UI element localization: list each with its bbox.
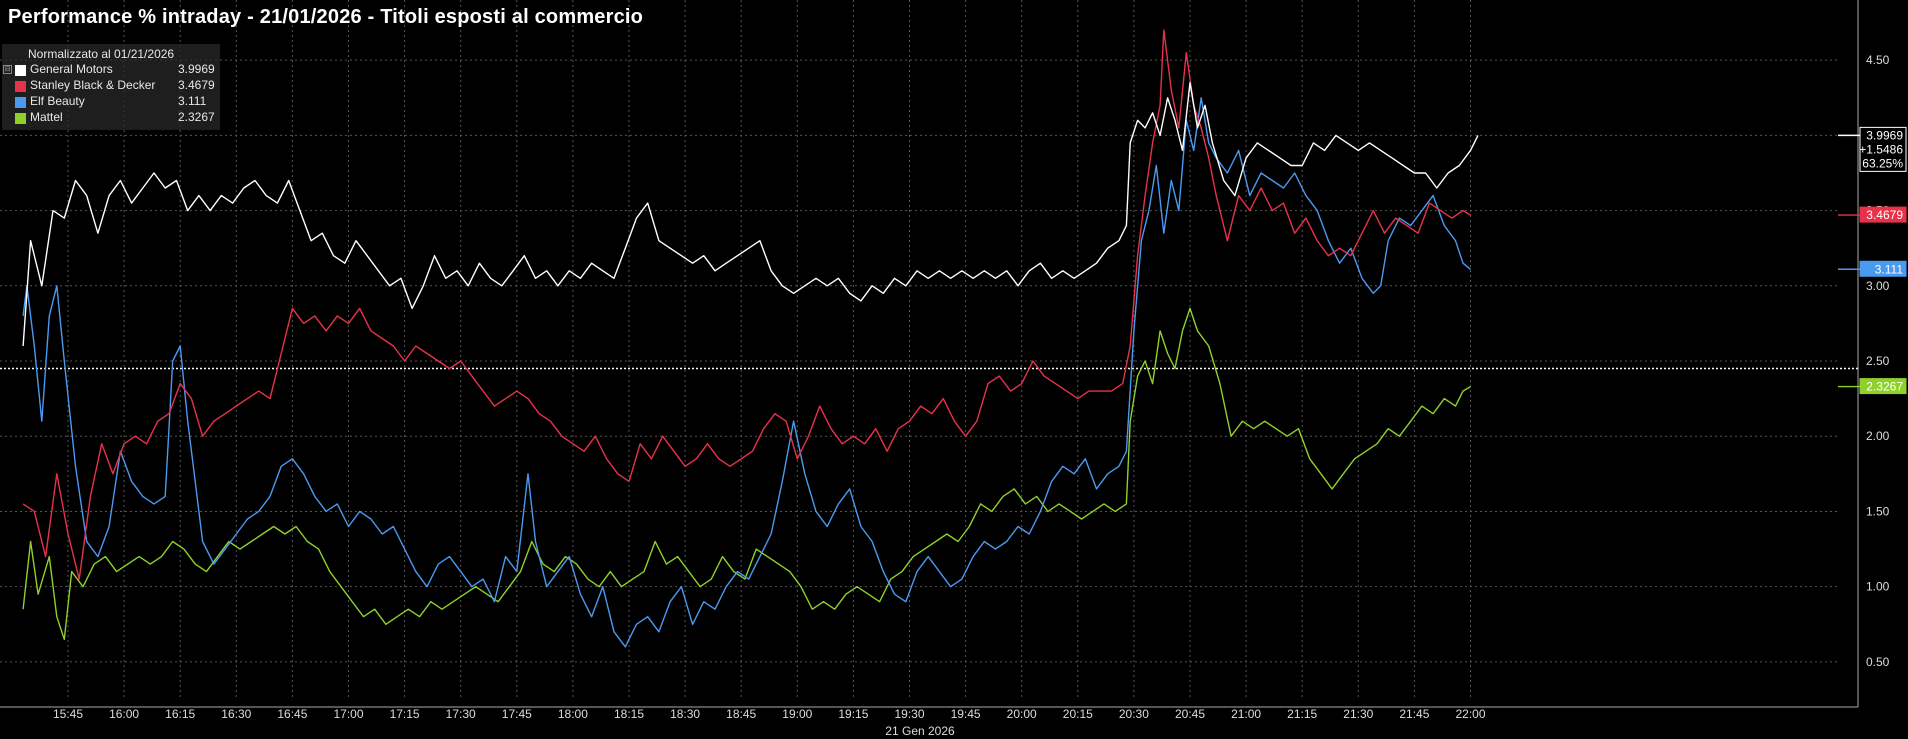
x-tick-label: 16:45 xyxy=(277,707,307,721)
legend-swatch xyxy=(15,65,26,76)
x-tick-label: 18:00 xyxy=(558,707,588,721)
series-line-general-motors xyxy=(22,82,1479,347)
y-tick-label: 2.00 xyxy=(1866,429,1890,443)
x-tick-label: 16:15 xyxy=(165,707,195,721)
legend-swatch xyxy=(15,81,26,92)
x-tick-label: 21:30 xyxy=(1343,707,1373,721)
end-label-text: +1.5486 xyxy=(1859,142,1903,156)
legend-item-value: 2.3267 xyxy=(178,110,215,124)
legend-swatch xyxy=(15,113,26,124)
legend-swatch xyxy=(15,97,26,108)
y-tick-label: 3.00 xyxy=(1866,279,1890,293)
legend-item-mattel[interactable]: Mattel 2.3267 xyxy=(2,110,220,126)
x-tick-label: 20:00 xyxy=(1007,707,1037,721)
x-tick-label: 22:00 xyxy=(1455,707,1485,721)
legend-item-name: Mattel xyxy=(30,110,63,124)
legend-item-value: 3.9969 xyxy=(178,62,215,76)
y-tick-label: 0.50 xyxy=(1866,655,1890,669)
end-label-box xyxy=(1859,206,1907,223)
y-tick-label: 1.00 xyxy=(1866,580,1890,594)
x-tick-label: 19:45 xyxy=(951,707,981,721)
end-label-text: 2.3267 xyxy=(1866,380,1903,394)
y-tick-label: 1.50 xyxy=(1866,504,1890,518)
x-tick-label: 20:45 xyxy=(1175,707,1205,721)
legend-item-name: Elf Beauty xyxy=(30,94,85,108)
legend-item-elf-beauty[interactable]: Elf Beauty 3.111 xyxy=(2,94,220,110)
end-label-text: 63.25% xyxy=(1862,156,1903,170)
x-tick-label: 15:45 xyxy=(53,707,83,721)
end-label-box xyxy=(1859,260,1907,277)
end-label-box xyxy=(1859,378,1907,395)
x-tick-label: 19:30 xyxy=(894,707,924,721)
x-axis-title: 21 Gen 2026 xyxy=(885,724,955,738)
x-tick-label: 18:45 xyxy=(726,707,756,721)
legend-toggle-icon[interactable]: ⊟ xyxy=(3,65,12,74)
x-tick-label: 19:15 xyxy=(838,707,868,721)
legend-item-general-motors[interactable]: General Motors 3.9969 xyxy=(2,62,220,78)
x-tick-label: 21:45 xyxy=(1399,707,1429,721)
x-tick-label: 17:15 xyxy=(390,707,420,721)
legend: ⊟ Normalizzato al 01/21/2026 General Mot… xyxy=(2,44,220,130)
legend-item-stanley-black-decker[interactable]: Stanley Black & Decker 3.4679 xyxy=(2,78,220,94)
end-label-text: 3.9969 xyxy=(1866,128,1903,142)
legend-item-name: General Motors xyxy=(30,62,113,76)
end-label-text: 3.111 xyxy=(1875,262,1904,276)
x-tick-label: 21:00 xyxy=(1231,707,1261,721)
x-tick-label: 16:00 xyxy=(109,707,139,721)
x-tick-label: 18:15 xyxy=(614,707,644,721)
legend-item-value: 3.4679 xyxy=(178,78,215,92)
y-tick-label: 4.50 xyxy=(1866,53,1890,67)
series-line-stanley-black-decker xyxy=(22,29,1471,580)
series-line-mattel xyxy=(22,307,1471,640)
legend-normalized-label: Normalizzato al 01/21/2026 xyxy=(28,47,175,61)
y-tick-label: 2.50 xyxy=(1866,354,1890,368)
series-line-elf-beauty xyxy=(22,97,1471,648)
x-tick-label: 17:45 xyxy=(502,707,532,721)
end-label-box xyxy=(1859,126,1907,172)
legend-item-name: Stanley Black & Decker xyxy=(30,78,156,92)
x-tick-label: 16:30 xyxy=(221,707,251,721)
x-tick-label: 18:30 xyxy=(670,707,700,721)
x-tick-label: 17:30 xyxy=(446,707,476,721)
x-tick-label: 21:15 xyxy=(1287,707,1317,721)
x-tick-label: 20:15 xyxy=(1063,707,1093,721)
chart-title: Performance % intraday - 21/01/2026 - Ti… xyxy=(8,6,644,28)
legend-item-value: 3.111 xyxy=(178,94,207,108)
end-label-text: 3.4679 xyxy=(1866,208,1903,222)
x-tick-label: 19:00 xyxy=(782,707,812,721)
x-tick-label: 17:00 xyxy=(333,707,363,721)
x-tick-label: 20:30 xyxy=(1119,707,1149,721)
